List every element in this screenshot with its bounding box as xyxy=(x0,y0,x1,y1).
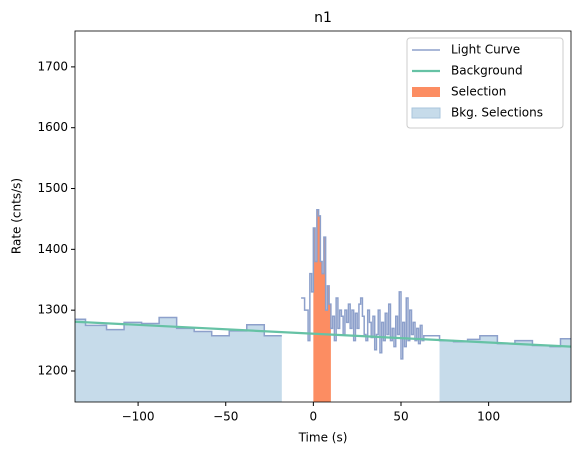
legend-label: Light Curve xyxy=(451,43,520,57)
legend-swatch xyxy=(411,107,441,119)
legend-swatch xyxy=(412,87,440,97)
selection xyxy=(313,209,331,402)
background-line xyxy=(74,320,572,348)
chart-title: n1 xyxy=(314,10,332,26)
x-tick-label: 50 xyxy=(393,410,408,424)
x-tick-label: −100 xyxy=(122,410,155,424)
y-tick-label: 1700 xyxy=(37,59,68,73)
legend-label: Selection xyxy=(451,85,506,99)
y-tick-label: 1300 xyxy=(37,303,68,317)
x-axis-label: Time (s) xyxy=(298,431,348,445)
x-tick-label: 0 xyxy=(310,410,318,424)
plot-frame xyxy=(74,30,572,403)
y-axis-label: Rate (cnts/s) xyxy=(10,178,24,254)
y-tick-label: 1200 xyxy=(37,363,68,377)
x-tick-label: −50 xyxy=(213,410,238,424)
legend-label: Background xyxy=(451,64,523,78)
y-tick-label: 1400 xyxy=(37,242,68,256)
y-tick-label: 1600 xyxy=(37,120,68,134)
legend-box xyxy=(406,37,564,129)
legend-label: Bkg. Selections xyxy=(451,106,543,120)
y-tick-label: 1500 xyxy=(37,181,68,195)
bkg-selection xyxy=(439,335,571,402)
x-tick-label: 100 xyxy=(477,410,500,424)
bkg-selection xyxy=(75,317,282,402)
